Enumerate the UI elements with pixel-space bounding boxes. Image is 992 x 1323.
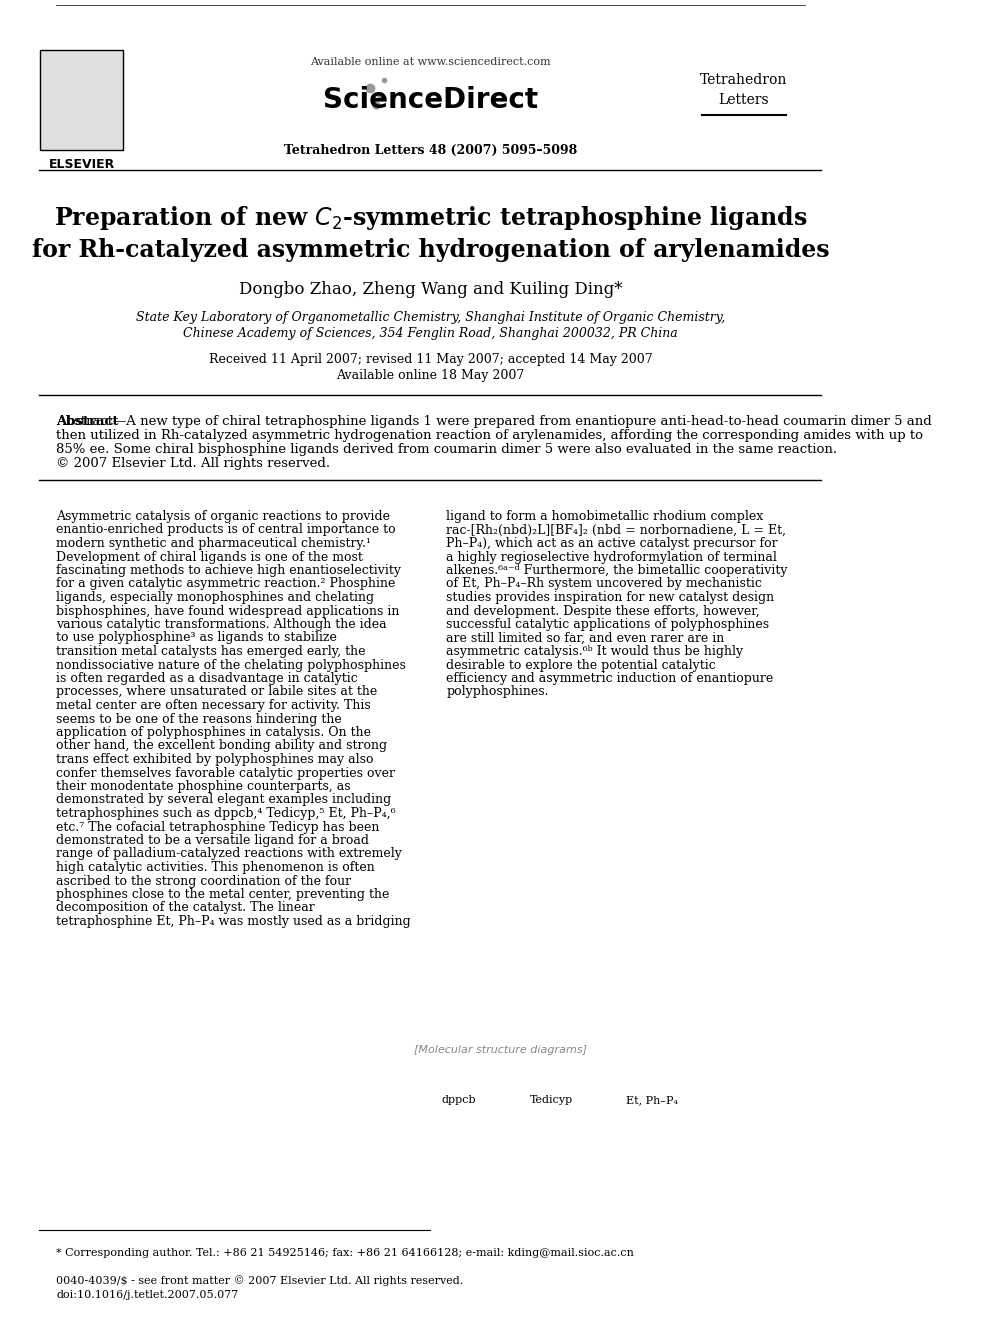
Text: Et, Ph–P₄: Et, Ph–P₄	[626, 1095, 678, 1105]
Text: Tedicyp: Tedicyp	[530, 1095, 572, 1105]
Text: modern synthetic and pharmaceutical chemistry.¹: modern synthetic and pharmaceutical chem…	[57, 537, 371, 550]
Text: efficiency and asymmetric induction of enantiopure: efficiency and asymmetric induction of e…	[446, 672, 774, 685]
Text: bisphosphines, have found widespread applications in: bisphosphines, have found widespread app…	[57, 605, 400, 618]
Text: Abstract: Abstract	[57, 415, 119, 429]
Text: Ph–P₄), which act as an active catalyst precursor for: Ph–P₄), which act as an active catalyst …	[446, 537, 778, 550]
Text: desirable to explore the potential catalytic: desirable to explore the potential catal…	[446, 659, 716, 672]
Text: for Rh-catalyzed asymmetric hydrogenation of arylenamides: for Rh-catalyzed asymmetric hydrogenatio…	[32, 238, 829, 262]
Text: ligand to form a homobimetallic rhodium complex: ligand to form a homobimetallic rhodium …	[446, 509, 764, 523]
Text: for a given catalytic asymmetric reaction.² Phosphine: for a given catalytic asymmetric reactio…	[57, 578, 396, 590]
Text: Preparation of new $\mathit{C}_2$-symmetric tetraphosphine ligands: Preparation of new $\mathit{C}_2$-symmet…	[54, 204, 807, 232]
Text: and development. Despite these efforts, however,: and development. Despite these efforts, …	[446, 605, 760, 618]
Text: etc.⁷ The cofacial tetraphosphine Tedicyp has been: etc.⁷ The cofacial tetraphosphine Tedicy…	[57, 820, 380, 833]
Text: © 2007 Elsevier Ltd. All rights reserved.: © 2007 Elsevier Ltd. All rights reserved…	[57, 456, 330, 470]
Text: then utilized in Rh-catalyzed asymmetric hydrogenation reaction of arylenamides,: then utilized in Rh-catalyzed asymmetric…	[57, 429, 924, 442]
Text: metal center are often necessary for activity. This: metal center are often necessary for act…	[57, 699, 371, 712]
Text: tetraphosphine Et, Ph–P₄ was mostly used as a bridging: tetraphosphine Et, Ph–P₄ was mostly used…	[57, 916, 411, 927]
Text: Tetrahedron: Tetrahedron	[700, 73, 788, 87]
Text: tetraphosphines such as dppcb,⁴ Tedicyp,⁵ Et, Ph–P₄,⁶: tetraphosphines such as dppcb,⁴ Tedicyp,…	[57, 807, 396, 820]
Text: studies provides inspiration for new catalyst design: studies provides inspiration for new cat…	[446, 591, 775, 605]
Text: transition metal catalysts has emerged early, the: transition metal catalysts has emerged e…	[57, 646, 366, 658]
Text: doi:10.1016/j.tetlet.2007.05.077: doi:10.1016/j.tetlet.2007.05.077	[57, 1290, 239, 1301]
Text: decomposition of the catalyst. The linear: decomposition of the catalyst. The linea…	[57, 901, 315, 914]
Text: ligands, especially monophosphines and chelating: ligands, especially monophosphines and c…	[57, 591, 374, 605]
Text: a highly regioselective hydroformylation of terminal: a highly regioselective hydroformylation…	[446, 550, 777, 564]
Text: processes, where unsaturated or labile sites at the: processes, where unsaturated or labile s…	[57, 685, 378, 699]
FancyBboxPatch shape	[40, 50, 123, 149]
Text: [Molecular structure diagrams]: [Molecular structure diagrams]	[415, 1045, 587, 1054]
Text: successful catalytic applications of polyphosphines: successful catalytic applications of pol…	[446, 618, 770, 631]
Text: dppcb: dppcb	[441, 1095, 476, 1105]
Text: Received 11 April 2007; revised 11 May 2007; accepted 14 May 2007: Received 11 April 2007; revised 11 May 2…	[208, 353, 652, 366]
Text: ascribed to the strong coordination of the four: ascribed to the strong coordination of t…	[57, 875, 351, 888]
Text: ELSEVIER: ELSEVIER	[49, 159, 115, 172]
Text: phosphines close to the metal center, preventing the: phosphines close to the metal center, pr…	[57, 888, 390, 901]
Text: * Corresponding author. Tel.: +86 21 54925146; fax: +86 21 64166128; e-mail: kdi: * Corresponding author. Tel.: +86 21 549…	[57, 1248, 634, 1258]
Text: 0040-4039/$ - see front matter © 2007 Elsevier Ltd. All rights reserved.: 0040-4039/$ - see front matter © 2007 El…	[57, 1275, 463, 1286]
Text: application of polyphosphines in catalysis. On the: application of polyphosphines in catalys…	[57, 726, 371, 740]
Text: Asymmetric catalysis of organic reactions to provide: Asymmetric catalysis of organic reaction…	[57, 509, 390, 523]
Text: demonstrated by several elegant examples including: demonstrated by several elegant examples…	[57, 794, 392, 807]
Text: are still limited so far, and even rarer are in: are still limited so far, and even rarer…	[446, 631, 724, 644]
Text: rac-[Rh₂(nbd)₂L][BF₄]₂ (nbd = norbornadiene, L = Et,: rac-[Rh₂(nbd)₂L][BF₄]₂ (nbd = norbornadi…	[446, 524, 787, 537]
Text: to use polyphosphine³ as ligands to stabilize: to use polyphosphine³ as ligands to stab…	[57, 631, 337, 644]
Text: State Key Laboratory of Organometallic Chemistry, Shanghai Institute of Organic : State Key Laboratory of Organometallic C…	[136, 311, 725, 324]
Text: ScienceDirect: ScienceDirect	[322, 86, 538, 114]
Text: polyphosphines.: polyphosphines.	[446, 685, 549, 699]
Text: seems to be one of the reasons hindering the: seems to be one of the reasons hindering…	[57, 713, 342, 725]
Text: fascinating methods to achieve high enantioselectivity: fascinating methods to achieve high enan…	[57, 564, 402, 577]
Text: their monodentate phosphine counterparts, as: their monodentate phosphine counterparts…	[57, 781, 351, 792]
Text: Available online 18 May 2007: Available online 18 May 2007	[336, 369, 525, 382]
Text: other hand, the excellent bonding ability and strong: other hand, the excellent bonding abilit…	[57, 740, 388, 753]
Text: Tetrahedron Letters 48 (2007) 5095–5098: Tetrahedron Letters 48 (2007) 5095–5098	[284, 143, 577, 156]
Text: high catalytic activities. This phenomenon is often: high catalytic activities. This phenomen…	[57, 861, 375, 875]
Text: Dongbo Zhao, Zheng Wang and Kuiling Ding*: Dongbo Zhao, Zheng Wang and Kuiling Ding…	[239, 282, 622, 299]
Text: Chinese Academy of Sciences, 354 Fenglin Road, Shanghai 200032, PR China: Chinese Academy of Sciences, 354 Fenglin…	[183, 328, 678, 340]
Text: demonstrated to be a versatile ligand for a broad: demonstrated to be a versatile ligand fo…	[57, 833, 369, 847]
Text: asymmetric catalysis.⁶ᵇ It would thus be highly: asymmetric catalysis.⁶ᵇ It would thus be…	[446, 646, 743, 658]
Text: 85% ee. Some chiral bisphosphine ligands derived from coumarin dimer 5 were also: 85% ee. Some chiral bisphosphine ligands…	[57, 443, 837, 456]
Text: alkenes.⁶ᵃ⁻ᵈ Furthermore, the bimetallic cooperativity: alkenes.⁶ᵃ⁻ᵈ Furthermore, the bimetallic…	[446, 564, 788, 577]
Text: range of palladium-catalyzed reactions with extremely: range of palladium-catalyzed reactions w…	[57, 848, 402, 860]
Text: Letters: Letters	[718, 93, 770, 107]
Text: confer themselves favorable catalytic properties over: confer themselves favorable catalytic pr…	[57, 766, 396, 779]
Text: enantio-enriched products is of central importance to: enantio-enriched products is of central …	[57, 524, 396, 537]
Text: Abstract—A new type of chiral tetraphosphine ligands 1 were prepared from enanti: Abstract—A new type of chiral tetraphosp…	[57, 415, 932, 429]
Text: various catalytic transformations. Although the idea: various catalytic transformations. Altho…	[57, 618, 387, 631]
Text: nondissociative nature of the chelating polyphosphines: nondissociative nature of the chelating …	[57, 659, 406, 672]
Text: is often regarded as a disadvantage in catalytic: is often regarded as a disadvantage in c…	[57, 672, 358, 685]
Text: trans effect exhibited by polyphosphines may also: trans effect exhibited by polyphosphines…	[57, 753, 374, 766]
Text: of Et, Ph–P₄–Rh system uncovered by mechanistic: of Et, Ph–P₄–Rh system uncovered by mech…	[446, 578, 762, 590]
Text: Development of chiral ligands is one of the most: Development of chiral ligands is one of …	[57, 550, 363, 564]
Text: Available online at www.sciencedirect.com: Available online at www.sciencedirect.co…	[310, 57, 551, 67]
